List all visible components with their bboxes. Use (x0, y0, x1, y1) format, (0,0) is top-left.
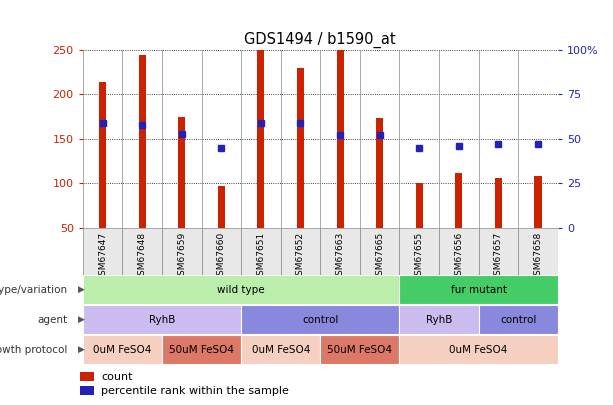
Text: GSM67657: GSM67657 (494, 232, 503, 281)
Text: GSM67656: GSM67656 (454, 232, 463, 281)
Bar (178, 117, 185, 228)
Bar (535, 176, 542, 228)
Bar (241, 305, 400, 334)
Bar (400, 228, 439, 275)
Bar (400, 305, 479, 334)
Bar (80, 372, 94, 381)
Bar (162, 228, 202, 275)
Bar (400, 275, 558, 304)
Bar (321, 228, 360, 275)
Bar (162, 335, 241, 364)
Text: 0uM FeSO4: 0uM FeSO4 (449, 345, 508, 354)
Bar (123, 228, 162, 275)
Text: wild type: wild type (217, 285, 265, 294)
Bar (518, 228, 558, 275)
Text: GSM67658: GSM67658 (533, 232, 543, 281)
Text: control: control (500, 315, 536, 324)
Text: percentile rank within the sample: percentile rank within the sample (101, 386, 289, 396)
Bar (83, 335, 162, 364)
Text: RyhB: RyhB (426, 315, 452, 324)
Bar (83, 305, 241, 334)
Text: growth protocol: growth protocol (0, 345, 67, 354)
Text: control: control (302, 315, 338, 324)
Bar (83, 228, 123, 275)
Bar (400, 335, 558, 364)
Bar (281, 228, 321, 275)
Text: 50uM FeSO4: 50uM FeSO4 (327, 345, 392, 354)
Bar (360, 228, 400, 275)
Bar (479, 228, 518, 275)
Text: GSM67652: GSM67652 (296, 232, 305, 281)
Bar (455, 173, 462, 228)
Text: fur mutant: fur mutant (451, 285, 507, 294)
Text: 0uM FeSO4: 0uM FeSO4 (93, 345, 151, 354)
Text: GSM67655: GSM67655 (415, 232, 424, 281)
Text: ▶: ▶ (78, 315, 85, 324)
Bar (416, 183, 423, 228)
Text: GSM67663: GSM67663 (335, 232, 345, 281)
Bar (241, 228, 281, 275)
Bar (257, 50, 264, 228)
Bar (139, 55, 146, 228)
Text: GSM67647: GSM67647 (98, 232, 107, 281)
Bar (99, 82, 106, 228)
Bar (439, 228, 479, 275)
Text: genotype/variation: genotype/variation (0, 285, 67, 294)
Bar (479, 305, 558, 334)
Text: ▶: ▶ (78, 285, 85, 294)
Title: GDS1494 / b1590_at: GDS1494 / b1590_at (245, 32, 396, 49)
Bar (376, 117, 383, 228)
Text: agent: agent (37, 315, 67, 324)
Text: 50uM FeSO4: 50uM FeSO4 (169, 345, 234, 354)
Bar (337, 50, 344, 228)
Text: GSM67659: GSM67659 (177, 232, 186, 281)
Bar (80, 386, 94, 395)
Text: ▶: ▶ (78, 345, 85, 354)
Text: GSM67648: GSM67648 (138, 232, 147, 281)
Bar (495, 178, 502, 228)
Bar (218, 186, 225, 228)
Bar (297, 68, 304, 228)
Bar (241, 335, 321, 364)
Bar (83, 275, 400, 304)
Bar (321, 335, 400, 364)
Text: GSM67651: GSM67651 (256, 232, 265, 281)
Text: GSM67665: GSM67665 (375, 232, 384, 281)
Bar (202, 228, 241, 275)
Text: count: count (101, 371, 133, 382)
Text: RyhB: RyhB (149, 315, 175, 324)
Text: 0uM FeSO4: 0uM FeSO4 (251, 345, 310, 354)
Text: GSM67660: GSM67660 (217, 232, 226, 281)
